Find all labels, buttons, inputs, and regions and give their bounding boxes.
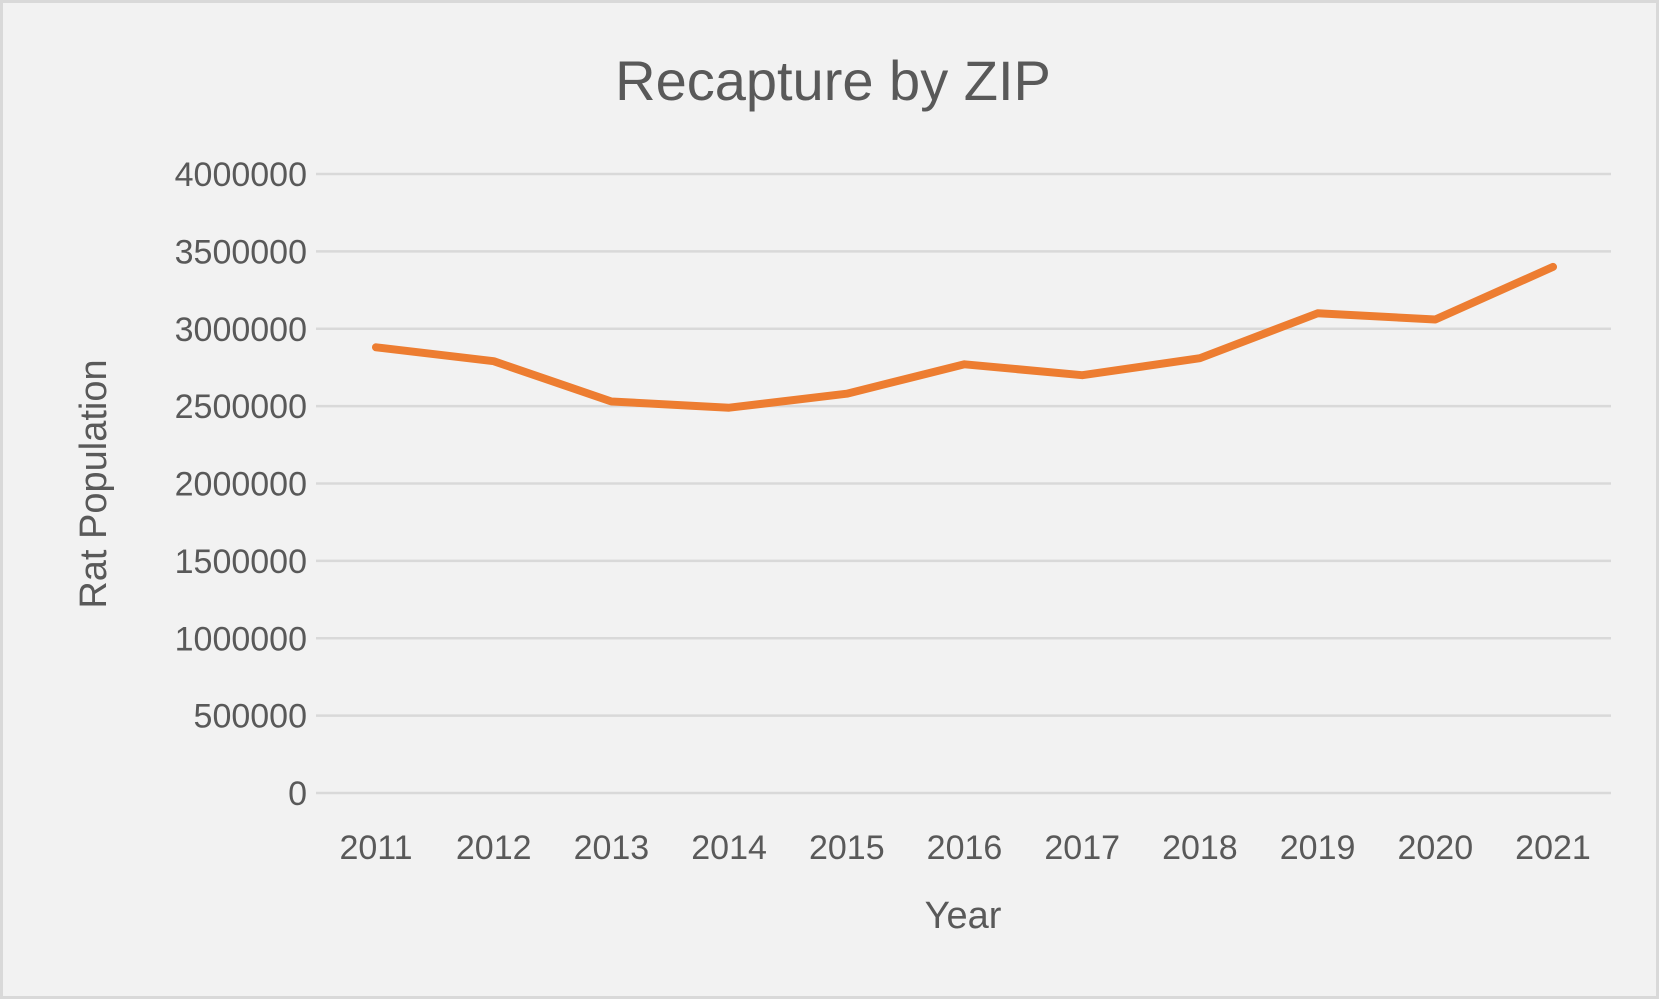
gridlines xyxy=(316,172,1611,795)
y-tick-label: 4000000 xyxy=(175,156,307,194)
y-tick-label: 3500000 xyxy=(175,233,307,271)
y-tick-label: 3000000 xyxy=(175,311,307,349)
x-tick-label: 2019 xyxy=(1280,829,1356,867)
x-axis-tick-labels: 2011 2012 2013 2014 2015 2016 2017 2018 2019 2020… xyxy=(339,829,1590,867)
y-tick-label: 0 xyxy=(288,775,307,813)
y-tick-label: 2000000 xyxy=(175,466,307,504)
x-tick-label: 2018 xyxy=(1162,829,1238,867)
line-chart: Recapture by ZIP 0 500000 1000000 1500000 20… xyxy=(73,49,1611,937)
x-axis-title: Year xyxy=(925,895,1002,937)
x-tick-label: 2013 xyxy=(574,829,650,867)
x-tick-label: 2015 xyxy=(809,829,885,867)
chart-title: Recapture by ZIP xyxy=(615,49,1051,112)
y-axis-tick-labels: 0 500000 1000000 1500000 2000000 2500000 30000… xyxy=(175,156,307,813)
series-lines xyxy=(372,262,1557,412)
y-tick-label: 500000 xyxy=(194,698,307,736)
y-axis-title: Rat Population xyxy=(73,359,115,608)
x-tick-label: 2021 xyxy=(1515,829,1591,867)
x-tick-label: 2016 xyxy=(927,829,1003,867)
series-line xyxy=(372,262,1557,412)
x-tick-label: 2020 xyxy=(1397,829,1473,867)
x-tick-label: 2012 xyxy=(456,829,532,867)
y-tick-label: 1500000 xyxy=(175,543,307,581)
y-tick-label: 2500000 xyxy=(175,388,307,426)
x-tick-label: 2017 xyxy=(1044,829,1120,867)
y-tick-label: 1000000 xyxy=(175,620,307,658)
x-tick-label: 2014 xyxy=(691,829,767,867)
x-tick-label: 2011 xyxy=(339,829,412,867)
